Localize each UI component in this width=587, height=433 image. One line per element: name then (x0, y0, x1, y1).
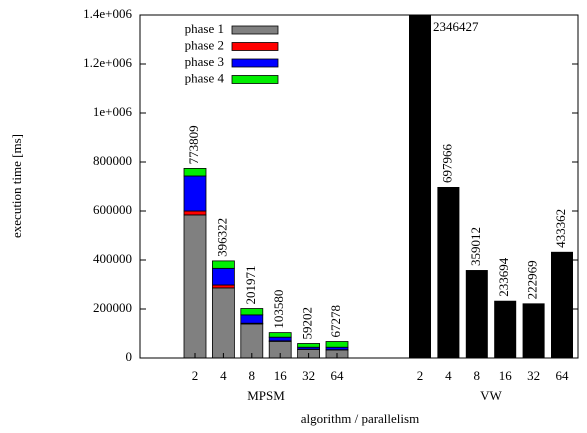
bar (466, 270, 488, 358)
bar-segment (212, 285, 234, 288)
y-tick-label: 1.2e+006 (83, 55, 132, 70)
y-tick-label: 200000 (93, 300, 132, 315)
legend-swatch (232, 43, 278, 51)
total-label: 773809 (186, 125, 201, 164)
bar-segment (212, 268, 234, 285)
x-tick-label: 64 (331, 368, 345, 383)
legend-label: phase 4 (185, 70, 225, 85)
total-label: 103580 (271, 290, 286, 329)
bar-segment (241, 309, 263, 315)
value-label: 233694 (496, 257, 511, 297)
x-tick-label: 8 (474, 368, 481, 383)
group-label: MPSM (247, 388, 285, 403)
legend-swatch (232, 59, 278, 67)
x-axis-label: algorithm / parallelism (301, 411, 419, 426)
y-tick-label: 0 (126, 349, 133, 364)
y-tick-label: 1.4e+006 (83, 6, 132, 21)
bar-segment (298, 343, 320, 347)
y-tick-label: 1e+006 (93, 104, 133, 119)
bar (437, 187, 459, 358)
bar (523, 303, 545, 358)
legend-label: phase 3 (185, 54, 224, 69)
y-tick-label: 400000 (93, 251, 132, 266)
bar-segment (212, 261, 234, 268)
bar-segment (269, 333, 291, 338)
total-label: 67278 (328, 305, 343, 338)
legend-label: phase 2 (185, 37, 224, 52)
bar-segment (184, 176, 206, 211)
legend-swatch (232, 76, 278, 84)
value-label: 359012 (468, 227, 483, 266)
x-tick-label: 32 (527, 368, 540, 383)
bar-segment (241, 315, 263, 323)
y-tick-label: 600000 (93, 202, 132, 217)
bar-segment (326, 342, 348, 348)
legend-swatch (232, 26, 278, 34)
legend-label: phase 1 (185, 21, 224, 36)
x-tick-label: 16 (274, 368, 288, 383)
total-label: 396322 (214, 218, 229, 257)
bar-segment (184, 211, 206, 215)
x-tick-label: 32 (302, 368, 315, 383)
bar-segment (212, 288, 234, 358)
bar-segment (269, 337, 291, 341)
x-tick-label: 16 (499, 368, 513, 383)
bar (551, 252, 573, 358)
bar (494, 301, 516, 358)
x-tick-label: 2 (417, 368, 424, 383)
x-tick-label: 8 (249, 368, 256, 383)
group-label: VW (480, 388, 502, 403)
value-label: 2346427 (433, 19, 479, 34)
value-label: 222969 (525, 260, 540, 299)
value-label: 697966 (439, 143, 454, 183)
y-axis-label: execution time [ms] (9, 134, 24, 238)
bar-segment (241, 324, 263, 358)
y-tick-label: 800000 (93, 153, 132, 168)
x-tick-label: 2 (192, 368, 199, 383)
x-tick-label: 64 (556, 368, 570, 383)
total-label: 201971 (243, 266, 258, 305)
value-label: 433362 (553, 209, 568, 248)
bar-segment (184, 168, 206, 176)
bar-segment (184, 215, 206, 358)
bar (409, 0, 431, 358)
total-label: 59202 (300, 307, 315, 340)
x-tick-label: 4 (445, 368, 452, 383)
x-tick-label: 4 (220, 368, 227, 383)
